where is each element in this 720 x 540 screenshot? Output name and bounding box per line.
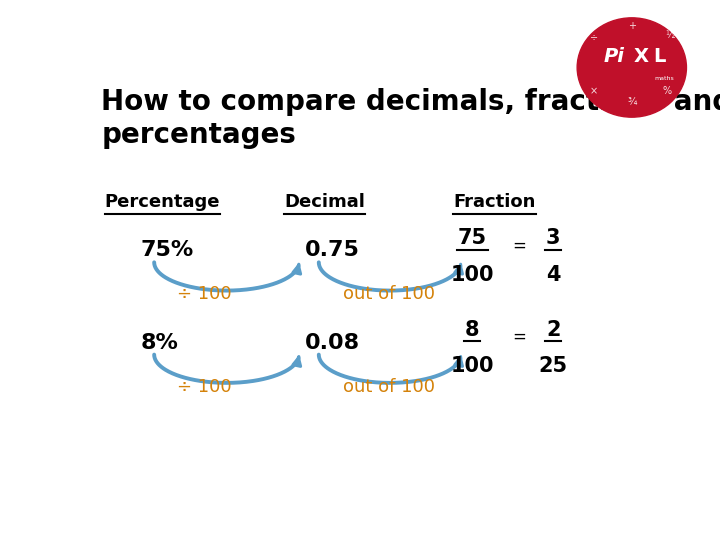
Text: 0.75: 0.75 (305, 240, 360, 260)
Text: 3: 3 (546, 228, 560, 248)
Text: =: = (513, 237, 526, 255)
Text: X: X (634, 47, 649, 66)
Text: Pi: Pi (603, 47, 624, 66)
Text: 25: 25 (539, 356, 567, 376)
Text: 100: 100 (451, 356, 494, 376)
Text: percentages: percentages (101, 121, 296, 149)
Text: out of 100: out of 100 (343, 285, 435, 303)
Text: =: = (513, 328, 526, 346)
Text: 100: 100 (451, 265, 494, 285)
Text: How to compare decimals, fractions and: How to compare decimals, fractions and (101, 87, 720, 116)
Text: ÷ 100: ÷ 100 (177, 285, 232, 303)
Text: +: + (628, 22, 636, 31)
Text: 2: 2 (546, 320, 560, 340)
Text: ÷: ÷ (590, 32, 598, 42)
Text: 8: 8 (465, 320, 480, 340)
Text: 75: 75 (458, 228, 487, 248)
Text: ÷ 100: ÷ 100 (177, 378, 232, 396)
Circle shape (577, 18, 686, 117)
Text: Fraction: Fraction (454, 193, 536, 211)
Text: out of 100: out of 100 (343, 378, 435, 396)
Text: 4: 4 (546, 265, 560, 285)
Text: %: % (663, 86, 672, 96)
Text: ¾: ¾ (627, 97, 636, 107)
Text: 8%: 8% (140, 333, 178, 353)
Text: 75%: 75% (140, 240, 194, 260)
Text: maths: maths (654, 76, 674, 81)
Text: Percentage: Percentage (105, 193, 220, 211)
Text: Decimal: Decimal (284, 193, 365, 211)
Text: L: L (653, 47, 665, 66)
Text: ×: × (590, 86, 598, 96)
Text: ½: ½ (665, 30, 675, 40)
Text: 0.08: 0.08 (305, 333, 360, 353)
